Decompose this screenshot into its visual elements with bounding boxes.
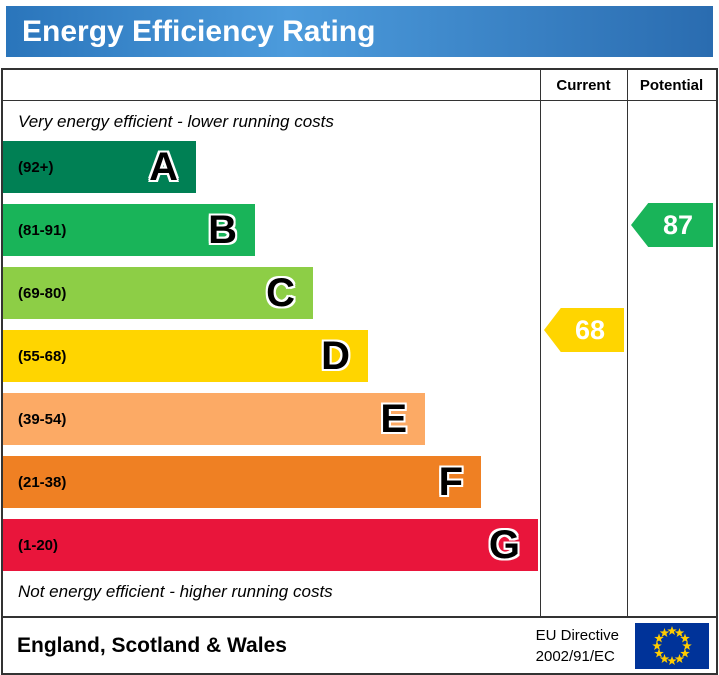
band-row-c: (69-80) C bbox=[3, 267, 538, 319]
band-row-b: (81-91) B bbox=[3, 204, 538, 256]
current-rating-arrow: 68 bbox=[544, 308, 624, 352]
potential-rating-arrow: 87 bbox=[631, 203, 713, 247]
eu-directive-line1: EU Directive bbox=[535, 626, 619, 644]
band-bar: (55-68) D bbox=[3, 330, 368, 382]
band-letter: C bbox=[266, 271, 295, 315]
current-column-header: Current bbox=[556, 77, 611, 94]
band-range-label: (1-20) bbox=[18, 536, 59, 554]
band-bar: (92+) A bbox=[3, 141, 196, 193]
current-rating-value: 68 bbox=[574, 314, 606, 345]
eu-directive-label: EU Directive 2002/91/EC bbox=[536, 625, 619, 667]
band-bar: (21-38) F bbox=[3, 456, 481, 508]
band-range-label: (21-38) bbox=[18, 473, 67, 491]
band-bar: (69-80) C bbox=[3, 267, 313, 319]
region-label: England, Scotland & Wales bbox=[17, 633, 287, 657]
band-bar: (1-20) G bbox=[3, 519, 538, 571]
band-letter: F bbox=[438, 460, 463, 504]
band-bar: (39-54) E bbox=[3, 393, 425, 445]
band-letter: A bbox=[149, 145, 178, 189]
top-note: Very energy efficient - lower running co… bbox=[18, 112, 334, 131]
band-row-a: (92+) A bbox=[3, 141, 538, 193]
band-range-label: (92+) bbox=[18, 158, 54, 176]
potential-column-divider bbox=[627, 70, 628, 616]
band-range-label: (39-54) bbox=[18, 410, 67, 428]
band-letter: E bbox=[380, 397, 407, 441]
band-letter: B bbox=[208, 208, 237, 252]
eu-flag-icon bbox=[635, 622, 709, 669]
band-letter: G bbox=[488, 523, 520, 567]
eu-directive-line2: 2002/91/EC bbox=[535, 647, 615, 665]
potential-column-header: Potential bbox=[639, 77, 704, 94]
page-title: Energy Efficiency Rating bbox=[22, 15, 376, 48]
band-row-g: (1-20) G bbox=[3, 519, 538, 571]
band-row-d: (55-68) D bbox=[3, 330, 538, 382]
eu-flag-stars bbox=[652, 625, 692, 665]
current-column-divider bbox=[540, 70, 541, 616]
band-letter: D bbox=[321, 334, 350, 378]
column-header-row: Current Potential bbox=[3, 70, 716, 101]
band-row-f: (21-38) F bbox=[3, 456, 538, 508]
band-range-label: (69-80) bbox=[18, 284, 67, 302]
footer: England, Scotland & Wales EU Directive 2… bbox=[1, 618, 718, 675]
band-bar: (81-91) B bbox=[3, 204, 255, 256]
band-range-label: (81-91) bbox=[18, 221, 67, 239]
title-bar: Energy Efficiency Rating bbox=[6, 6, 713, 57]
bottom-note: Not energy efficient - higher running co… bbox=[18, 582, 333, 601]
potential-rating-value: 87 bbox=[662, 209, 694, 240]
band-row-e: (39-54) E bbox=[3, 393, 538, 445]
bands: (92+) A (81-91) B (69-80) C (55-68) D (39-54) E (2… bbox=[3, 141, 538, 571]
chart-area: Current Potential Very energy efficient … bbox=[1, 68, 718, 618]
band-range-label: (55-68) bbox=[18, 347, 67, 365]
